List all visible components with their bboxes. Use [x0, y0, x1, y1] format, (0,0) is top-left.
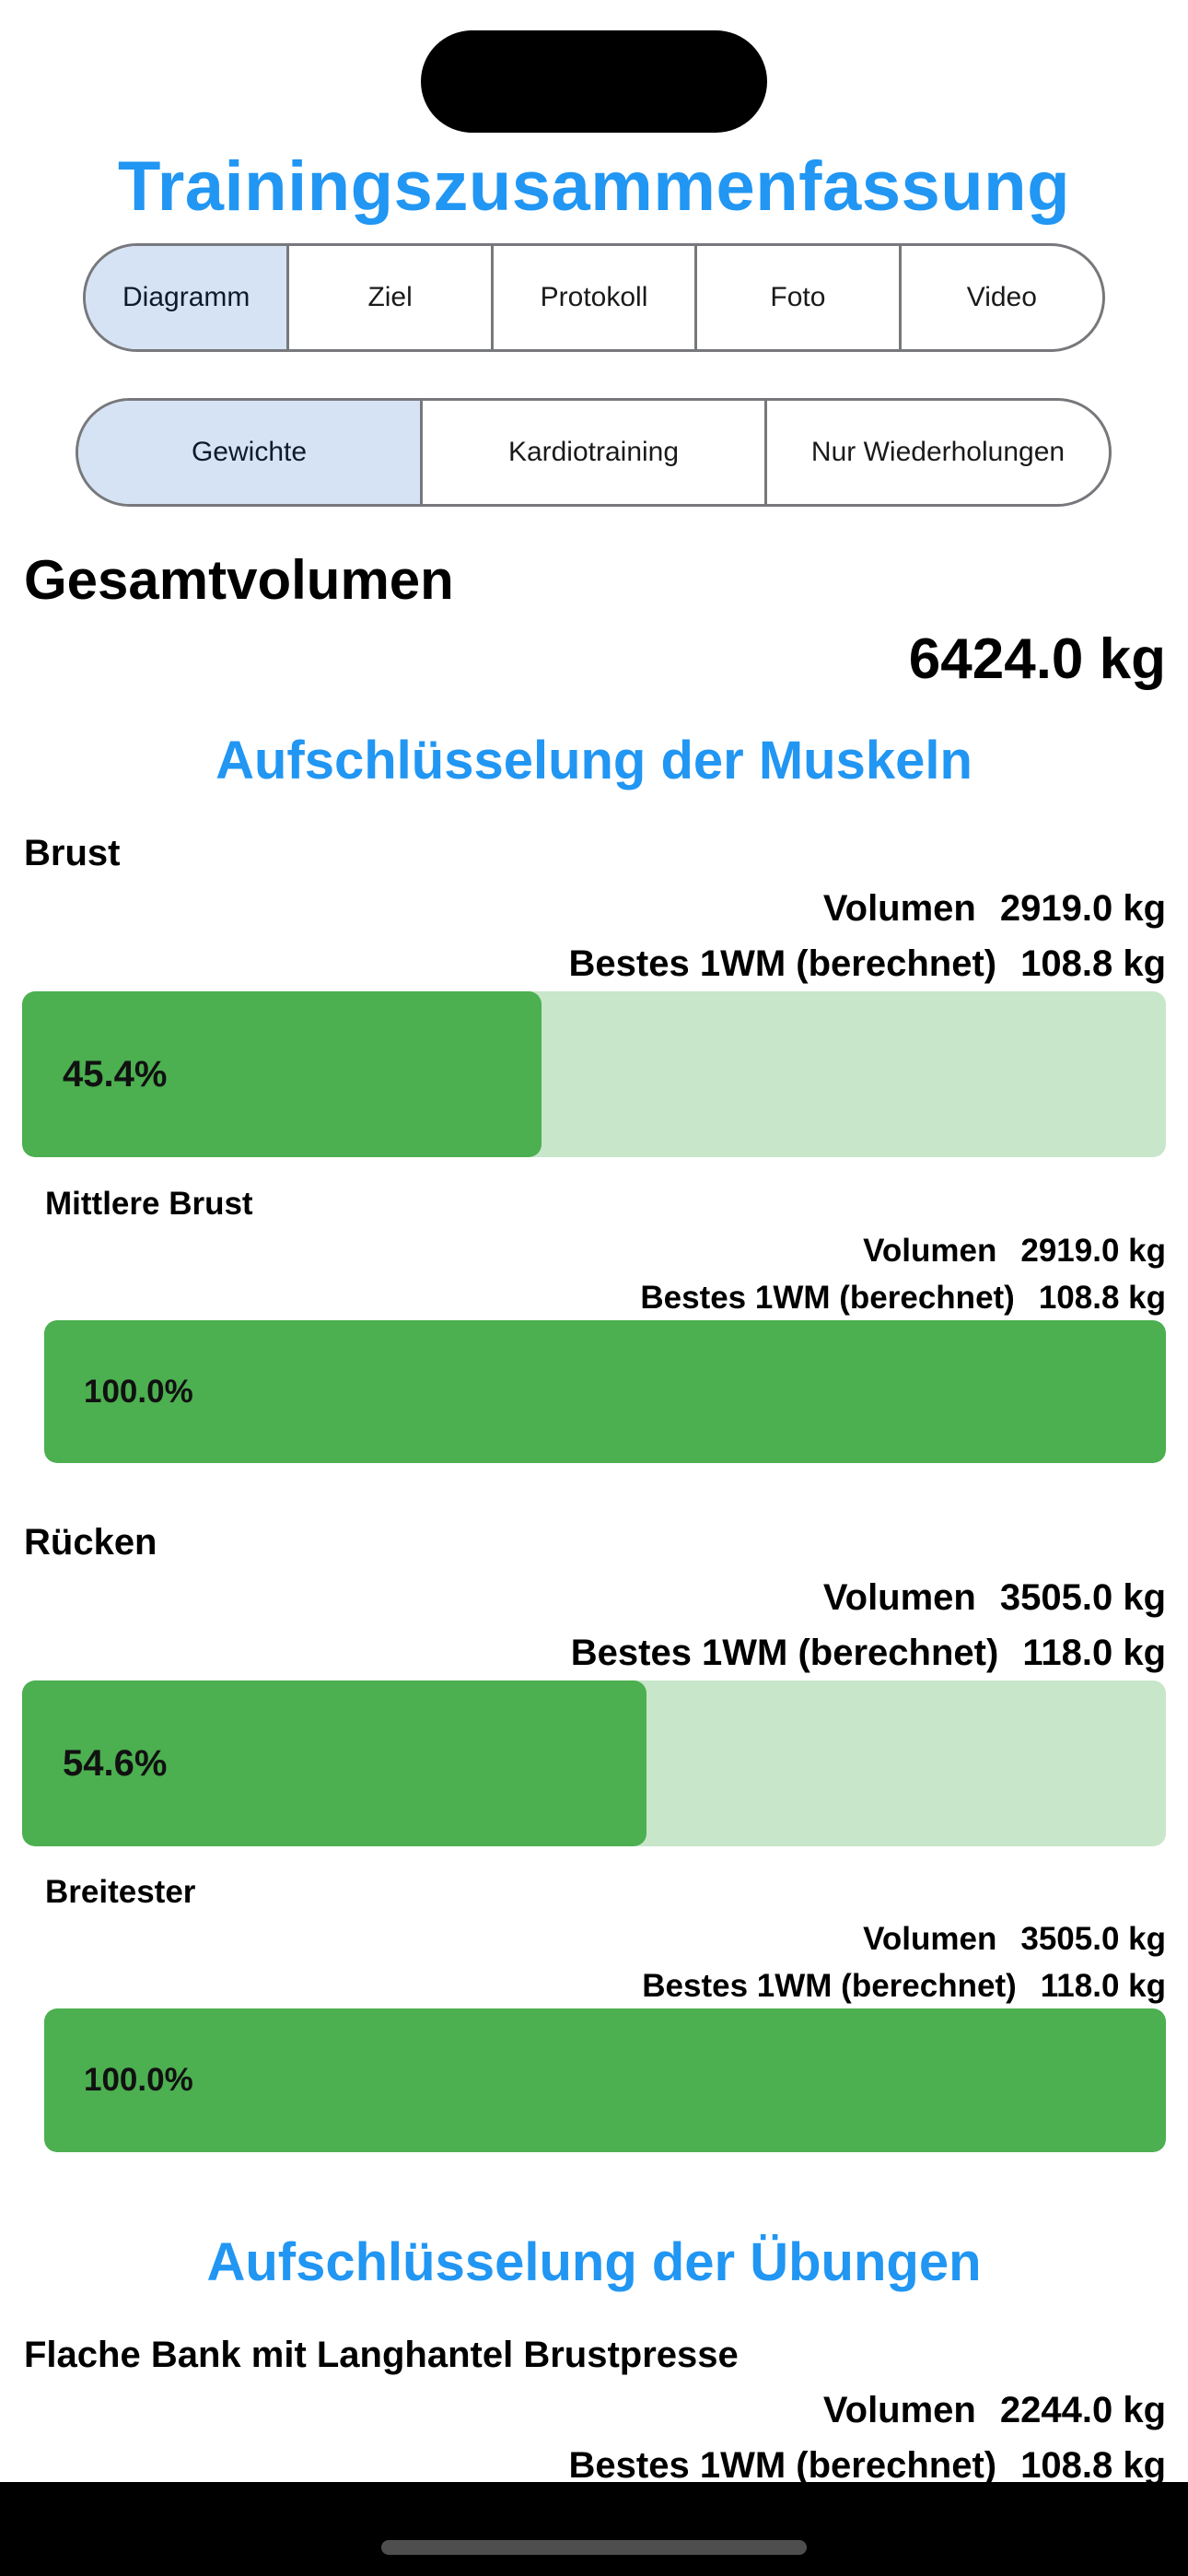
- muscle-group-1rm: Bestes 1WM (berechnet) 118.0 kg: [571, 1627, 1166, 1679]
- best-1rm-label: Bestes 1WM (berechnet): [568, 943, 997, 984]
- best-1rm-value: 108.8 kg: [1020, 2445, 1166, 2486]
- progress-fill: [44, 2008, 1166, 2152]
- total-volume-heading: Gesamtvolumen: [24, 549, 454, 611]
- volume-label: Volumen: [822, 888, 976, 929]
- best-1rm-value: 118.0 kg: [1022, 1633, 1166, 1673]
- best-1rm-label: Bestes 1WM (berechnet): [642, 1968, 1017, 2004]
- tab-gewichte[interactable]: Gewichte: [78, 401, 420, 504]
- volume-label: Volumen: [863, 1233, 997, 1269]
- exercise-name: Flache Bank mit Langhantel Brustpresse: [24, 2335, 739, 2375]
- sub-muscle-name: Breitester: [45, 1874, 196, 1910]
- progress-percent: 100.0%: [84, 2062, 193, 2098]
- exercise-1rm: Bestes 1WM (berechnet) 108.8 kg: [569, 2440, 1166, 2491]
- sub-muscle-1rm: Bestes 1WM (berechnet) 118.0 kg: [642, 1964, 1166, 2008]
- best-1rm-label: Bestes 1WM (berechnet): [570, 1633, 999, 1673]
- muscle-group-progress-bar: 45.4%: [22, 991, 1166, 1157]
- tab-ziel[interactable]: Ziel: [286, 246, 490, 349]
- sub-muscle-progress-bar: 100.0%: [44, 2008, 1166, 2152]
- sub-muscle-volume: Volumen 2919.0 kg: [863, 1229, 1166, 1273]
- sub-muscle-name: Mittlere Brust: [45, 1186, 253, 1222]
- best-1rm-value: 108.8 kg: [1038, 1280, 1166, 1316]
- volume-label: Volumen: [822, 2390, 976, 2430]
- volume-label: Volumen: [863, 1921, 997, 1957]
- volume-value: 3505.0 kg: [999, 1577, 1166, 1618]
- best-1rm-value: 108.8 kg: [1020, 943, 1166, 984]
- exercise-volume: Volumen 2244.0 kg: [823, 2384, 1166, 2436]
- muscle-group-name: Rücken: [24, 1522, 157, 1563]
- progress-percent: 54.6%: [63, 1742, 168, 1784]
- total-volume-value: 6424.0 kg: [908, 627, 1166, 691]
- tab-kardiotraining[interactable]: Kardiotraining: [420, 401, 764, 504]
- volume-value: 3505.0 kg: [1020, 1921, 1166, 1957]
- view-segmented-control: Diagramm Ziel Protokoll Foto Video: [83, 243, 1105, 352]
- volume-label: Volumen: [822, 1577, 976, 1618]
- muscle-group-volume: Volumen 3505.0 kg: [823, 1572, 1166, 1623]
- page-title: Trainingszusammenfassung: [117, 147, 1071, 226]
- volume-value: 2919.0 kg: [1020, 1233, 1166, 1269]
- sub-muscle-volume: Volumen 3505.0 kg: [863, 1917, 1166, 1961]
- muscle-group-name: Brust: [24, 833, 121, 873]
- home-indicator[interactable]: [381, 2540, 807, 2555]
- tab-nur-wiederholungen[interactable]: Nur Wiederholungen: [764, 401, 1109, 504]
- exercise-breakdown-title: Aufschlüsselung der Übungen: [206, 2232, 982, 2292]
- muscle-breakdown-title: Aufschlüsselung der Muskeln: [215, 731, 973, 790]
- tab-foto[interactable]: Foto: [694, 246, 898, 349]
- tab-protokoll[interactable]: Protokoll: [490, 246, 694, 349]
- progress-fill: [22, 991, 542, 1157]
- muscle-group-progress-bar: 54.6%: [22, 1680, 1166, 1846]
- best-1rm-label: Bestes 1WM (berechnet): [640, 1280, 1015, 1316]
- dynamic-island: [421, 30, 767, 133]
- type-segmented-control: Gewichte Kardiotraining Nur Wiederholung…: [76, 398, 1112, 507]
- progress-percent: 45.4%: [63, 1053, 168, 1095]
- sub-muscle-1rm: Bestes 1WM (berechnet) 108.8 kg: [640, 1276, 1166, 1320]
- tab-video[interactable]: Video: [898, 246, 1102, 349]
- volume-value: 2244.0 kg: [999, 2390, 1166, 2430]
- volume-value: 2919.0 kg: [999, 888, 1166, 929]
- best-1rm-label: Bestes 1WM (berechnet): [568, 2445, 997, 2486]
- sub-muscle-progress-bar: 100.0%: [44, 1320, 1166, 1463]
- muscle-group-volume: Volumen 2919.0 kg: [823, 883, 1166, 934]
- bottom-safe-area: [0, 2482, 1188, 2576]
- progress-fill: [44, 1320, 1166, 1463]
- progress-fill: [22, 1680, 647, 1846]
- tab-diagramm[interactable]: Diagramm: [86, 246, 287, 349]
- best-1rm-value: 118.0 kg: [1040, 1968, 1166, 2004]
- muscle-group-1rm: Bestes 1WM (berechnet) 108.8 kg: [569, 938, 1166, 989]
- progress-percent: 100.0%: [84, 1373, 193, 1410]
